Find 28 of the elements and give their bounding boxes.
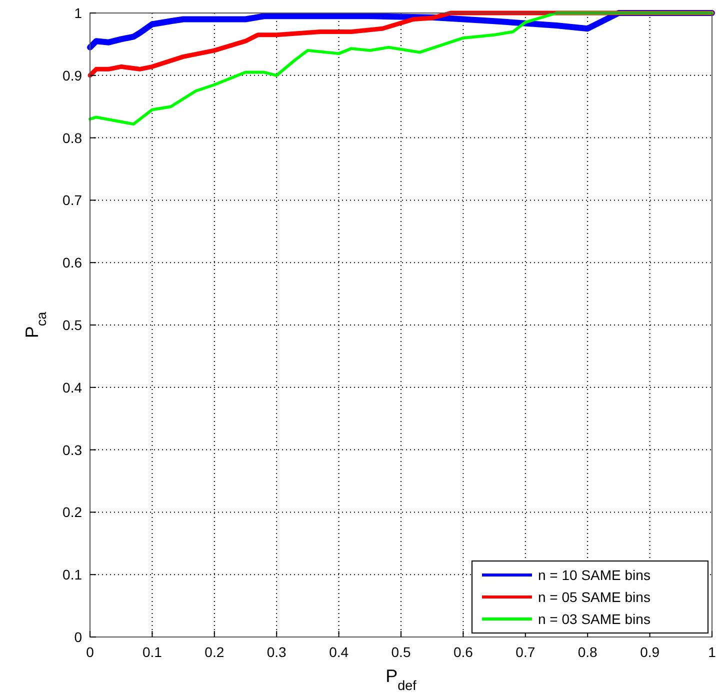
y-tick-label: 0: [74, 629, 82, 645]
x-tick-label: 0.3: [266, 644, 287, 660]
y-tick-label: 0.4: [62, 379, 82, 396]
x-tick-label: 0.7: [516, 644, 536, 660]
legend-label: n = 03 SAME bins: [538, 611, 650, 627]
y-tick-label: 0.9: [62, 67, 82, 84]
y-tick-label: 0.8: [62, 130, 82, 146]
x-tick-label: 0.2: [204, 644, 224, 660]
x-tick-label: 0.8: [578, 644, 598, 660]
y-tick-label: 0.7: [62, 192, 82, 208]
line-series: [88, 10, 714, 78]
x-tick-label: 0.6: [453, 644, 474, 660]
x-axis-title: P$_{def}$: [386, 666, 417, 692]
legend-label: n = 10 SAME bins: [538, 567, 650, 583]
y-tick-label: 0.6: [62, 254, 82, 271]
y-tick-label: 0.1: [62, 566, 82, 583]
x-tick-label: 1: [708, 644, 716, 660]
y-tick-label: 0.5: [62, 317, 82, 333]
y-tick-label: 0.3: [62, 442, 82, 458]
legend-label: n = 05 SAME bins: [538, 589, 650, 605]
x-tick-label: 0.1: [142, 644, 162, 660]
y-tick-label: 1: [74, 5, 82, 21]
x-tick-label: 0.5: [391, 644, 411, 660]
x-tick-label: 0.9: [640, 644, 660, 660]
line-series: [88, 12, 714, 126]
y-tick-label: 0.2: [62, 504, 82, 520]
x-tick-label: 0: [86, 644, 94, 660]
x-tick-label: 0.4: [329, 644, 349, 660]
